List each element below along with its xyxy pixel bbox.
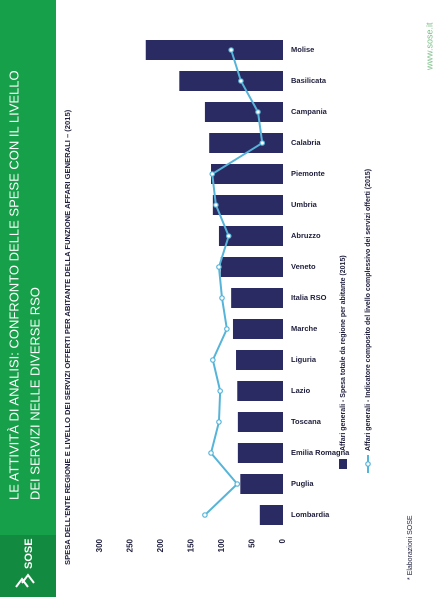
legend-swatch — [365, 461, 371, 467]
x-tick-label: Molise — [291, 45, 314, 54]
legend-label: Affari generali - Spesa totale da region… — [340, 255, 347, 451]
y-tick-label: 50 — [248, 538, 257, 547]
footnote: * Elaborazioni SOSE — [407, 515, 414, 580]
bar — [204, 102, 283, 122]
line-marker — [213, 202, 219, 208]
slide-title-line: DEI SERVIZI NELLE DIVERSE RSO — [27, 287, 42, 500]
x-tick-label: Liguria — [291, 355, 317, 364]
x-tick-label: Italia RSO — [291, 293, 327, 302]
line-marker — [216, 419, 222, 425]
line-marker — [228, 47, 234, 53]
bar — [240, 474, 284, 494]
legend-label: Affari generali - Indicatore composito d… — [365, 169, 372, 451]
chart-title: SPESA DELL'ENTE REGIONE E LIVELLO DEI SE… — [63, 109, 72, 565]
line-marker — [255, 109, 261, 115]
bar — [237, 381, 283, 401]
x-tick-label: Piemonte — [291, 169, 325, 178]
line-marker — [234, 481, 241, 487]
bar — [220, 257, 283, 277]
x-tick-label: Veneto — [291, 262, 316, 271]
x-tick-label: Puglia — [291, 479, 314, 488]
line-marker — [208, 450, 214, 456]
line-marker — [224, 326, 230, 332]
x-tick-label: Basilicata — [291, 76, 327, 85]
y-tick-label: 150 — [187, 538, 196, 552]
logo-box — [0, 535, 56, 597]
bar — [232, 319, 283, 339]
y-tick-label: 100 — [217, 538, 226, 552]
line — [204, 49, 264, 516]
bar — [209, 133, 283, 153]
y-tick-label: 0 — [278, 538, 287, 543]
x-tick-label: Campania — [291, 107, 328, 116]
bar — [145, 40, 283, 60]
x-tick-label: Emilia Romagna — [291, 448, 350, 457]
x-tick-label: Lombardia — [291, 510, 330, 519]
logo-text: SOSE — [23, 538, 35, 569]
website: www.sose.it — [424, 22, 434, 71]
line-marker — [202, 512, 208, 518]
x-tick-label: Calabria — [291, 138, 321, 147]
y-tick-label: 300 — [95, 538, 104, 552]
x-tick-label: Umbria — [291, 200, 318, 209]
bar — [211, 164, 284, 184]
bar — [259, 505, 284, 525]
line-marker — [209, 171, 216, 177]
rotated-slide: SOSE LE ATTIVITÀ DI ANALISI: CONFRONTO D… — [0, 0, 434, 597]
y-tick-label: 200 — [156, 538, 165, 552]
slide-title-line: LE ATTIVITÀ DI ANALISI: CONFRONTO DELLE … — [6, 70, 21, 500]
logo-icon — [15, 573, 35, 588]
x-tick-label: Lazio — [291, 386, 311, 395]
line-marker — [259, 140, 266, 146]
y-tick-label: 250 — [126, 538, 135, 552]
x-tick-label: Marche — [291, 324, 317, 333]
line-marker — [210, 357, 216, 363]
bar — [212, 195, 284, 215]
line-marker — [225, 233, 232, 239]
line-marker — [217, 388, 223, 394]
line-marker — [219, 295, 225, 301]
line-marker — [216, 264, 222, 270]
x-tick-label: Abruzzo — [291, 231, 321, 240]
legend-swatch — [339, 459, 347, 469]
bar — [237, 443, 283, 463]
bar — [218, 226, 283, 246]
bar — [179, 71, 283, 91]
bar — [236, 350, 283, 370]
bar — [231, 288, 283, 308]
x-tick-label: Toscana — [291, 417, 322, 426]
bar — [237, 412, 283, 432]
line-marker — [238, 78, 244, 84]
header-band — [0, 0, 56, 597]
